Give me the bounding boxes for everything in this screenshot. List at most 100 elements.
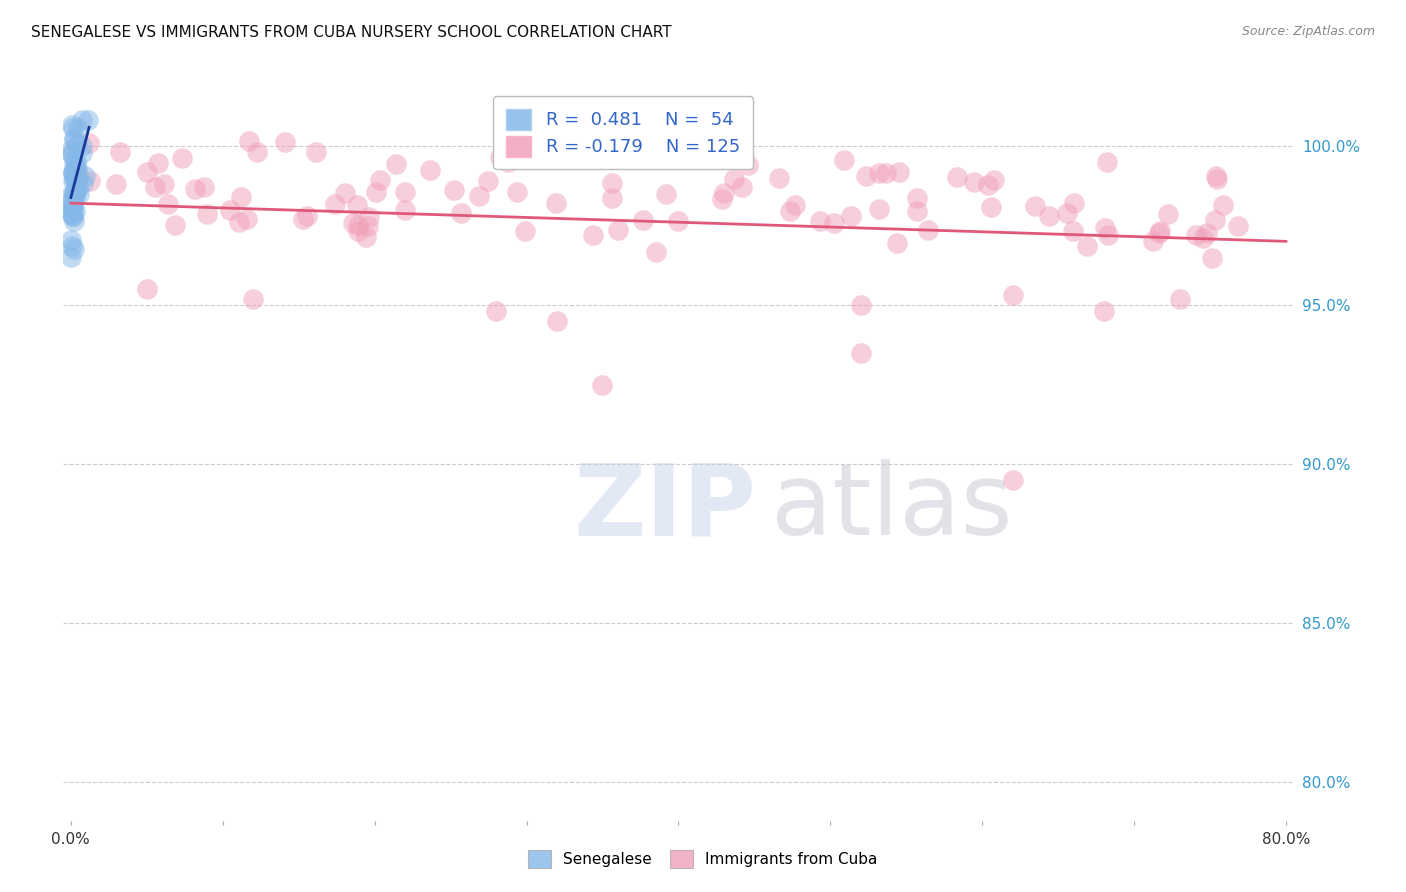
Point (1094, 221, 1116, 235)
Point (65, 204, 87, 219)
Point (60, 200, 83, 214)
Point (546, 314, 568, 328)
Point (66, 181, 89, 195)
Point (1063, 196, 1085, 211)
Point (62, 210, 84, 224)
Point (1142, 234, 1164, 248)
Point (163, 218, 186, 232)
Point (62, 209, 84, 223)
Point (544, 195, 567, 210)
Point (219, 202, 242, 217)
Point (489, 150, 512, 164)
Point (66, 171, 89, 186)
Point (193, 179, 215, 194)
Point (713, 186, 735, 200)
Point (849, 298, 872, 312)
Point (242, 292, 264, 306)
Legend: Senegalese, Immigrants from Cuba: Senegalese, Immigrants from Cuba (522, 844, 884, 873)
Text: ZIP: ZIP (574, 459, 756, 557)
Point (1095, 154, 1118, 169)
Point (342, 216, 364, 230)
Point (63, 153, 86, 168)
Point (62, 200, 84, 214)
Point (229, 190, 252, 204)
Point (72, 177, 94, 191)
Point (156, 197, 179, 211)
Point (183, 182, 205, 196)
Point (63, 188, 86, 202)
Point (905, 191, 928, 205)
Point (823, 216, 845, 230)
Point (67, 168, 90, 182)
Point (60, 147, 83, 161)
Point (62, 165, 84, 179)
Point (443, 182, 465, 196)
Point (62, 214, 84, 228)
Point (63, 189, 86, 203)
Point (1001, 288, 1024, 302)
Point (946, 169, 969, 184)
Point (1001, 473, 1024, 487)
Point (295, 209, 318, 223)
Point (1192, 231, 1215, 245)
Point (62, 197, 84, 211)
Point (1038, 209, 1060, 223)
Point (62, 159, 84, 173)
Point (236, 212, 259, 227)
Point (62, 185, 84, 199)
Point (886, 235, 908, 250)
Point (63, 243, 86, 257)
Point (66, 171, 89, 186)
Point (70, 145, 93, 160)
Point (63, 172, 86, 186)
Point (77, 113, 100, 128)
Point (980, 200, 1002, 214)
Point (496, 155, 519, 169)
Point (60, 233, 83, 247)
Point (600, 176, 623, 190)
Point (356, 219, 378, 233)
Text: atlas: atlas (770, 459, 1012, 557)
Point (62, 166, 84, 180)
Point (60, 207, 83, 221)
Point (77, 136, 100, 150)
Point (347, 224, 370, 238)
Point (808, 214, 831, 228)
Point (359, 210, 381, 224)
Point (62, 166, 84, 180)
Point (62, 174, 84, 188)
Point (1184, 227, 1206, 242)
Point (323, 197, 346, 211)
Point (723, 171, 745, 186)
Point (62, 194, 84, 208)
Point (905, 204, 928, 219)
Point (450, 206, 472, 220)
Point (839, 209, 862, 223)
Point (228, 215, 250, 229)
Legend: R =  0.481    N =  54, R = -0.179    N = 125: R = 0.481 N = 54, R = -0.179 N = 125 (494, 96, 752, 169)
Point (513, 224, 536, 238)
Point (60, 187, 83, 202)
Point (1024, 199, 1046, 213)
Point (1168, 292, 1191, 306)
Point (153, 177, 176, 191)
Point (485, 304, 508, 318)
Point (238, 134, 260, 148)
Point (305, 145, 328, 159)
Point (1206, 172, 1229, 186)
Point (292, 211, 315, 226)
Text: Source: ZipAtlas.com: Source: ZipAtlas.com (1241, 25, 1375, 38)
Point (62, 133, 84, 147)
Point (60, 250, 83, 264)
Point (66, 161, 89, 175)
Point (1201, 252, 1223, 266)
Point (779, 203, 801, 218)
Point (855, 169, 877, 183)
Point (172, 151, 194, 165)
Point (65, 175, 87, 189)
Point (384, 157, 406, 171)
Point (135, 282, 157, 296)
Point (875, 166, 897, 180)
Point (66, 138, 89, 153)
Point (506, 185, 529, 199)
